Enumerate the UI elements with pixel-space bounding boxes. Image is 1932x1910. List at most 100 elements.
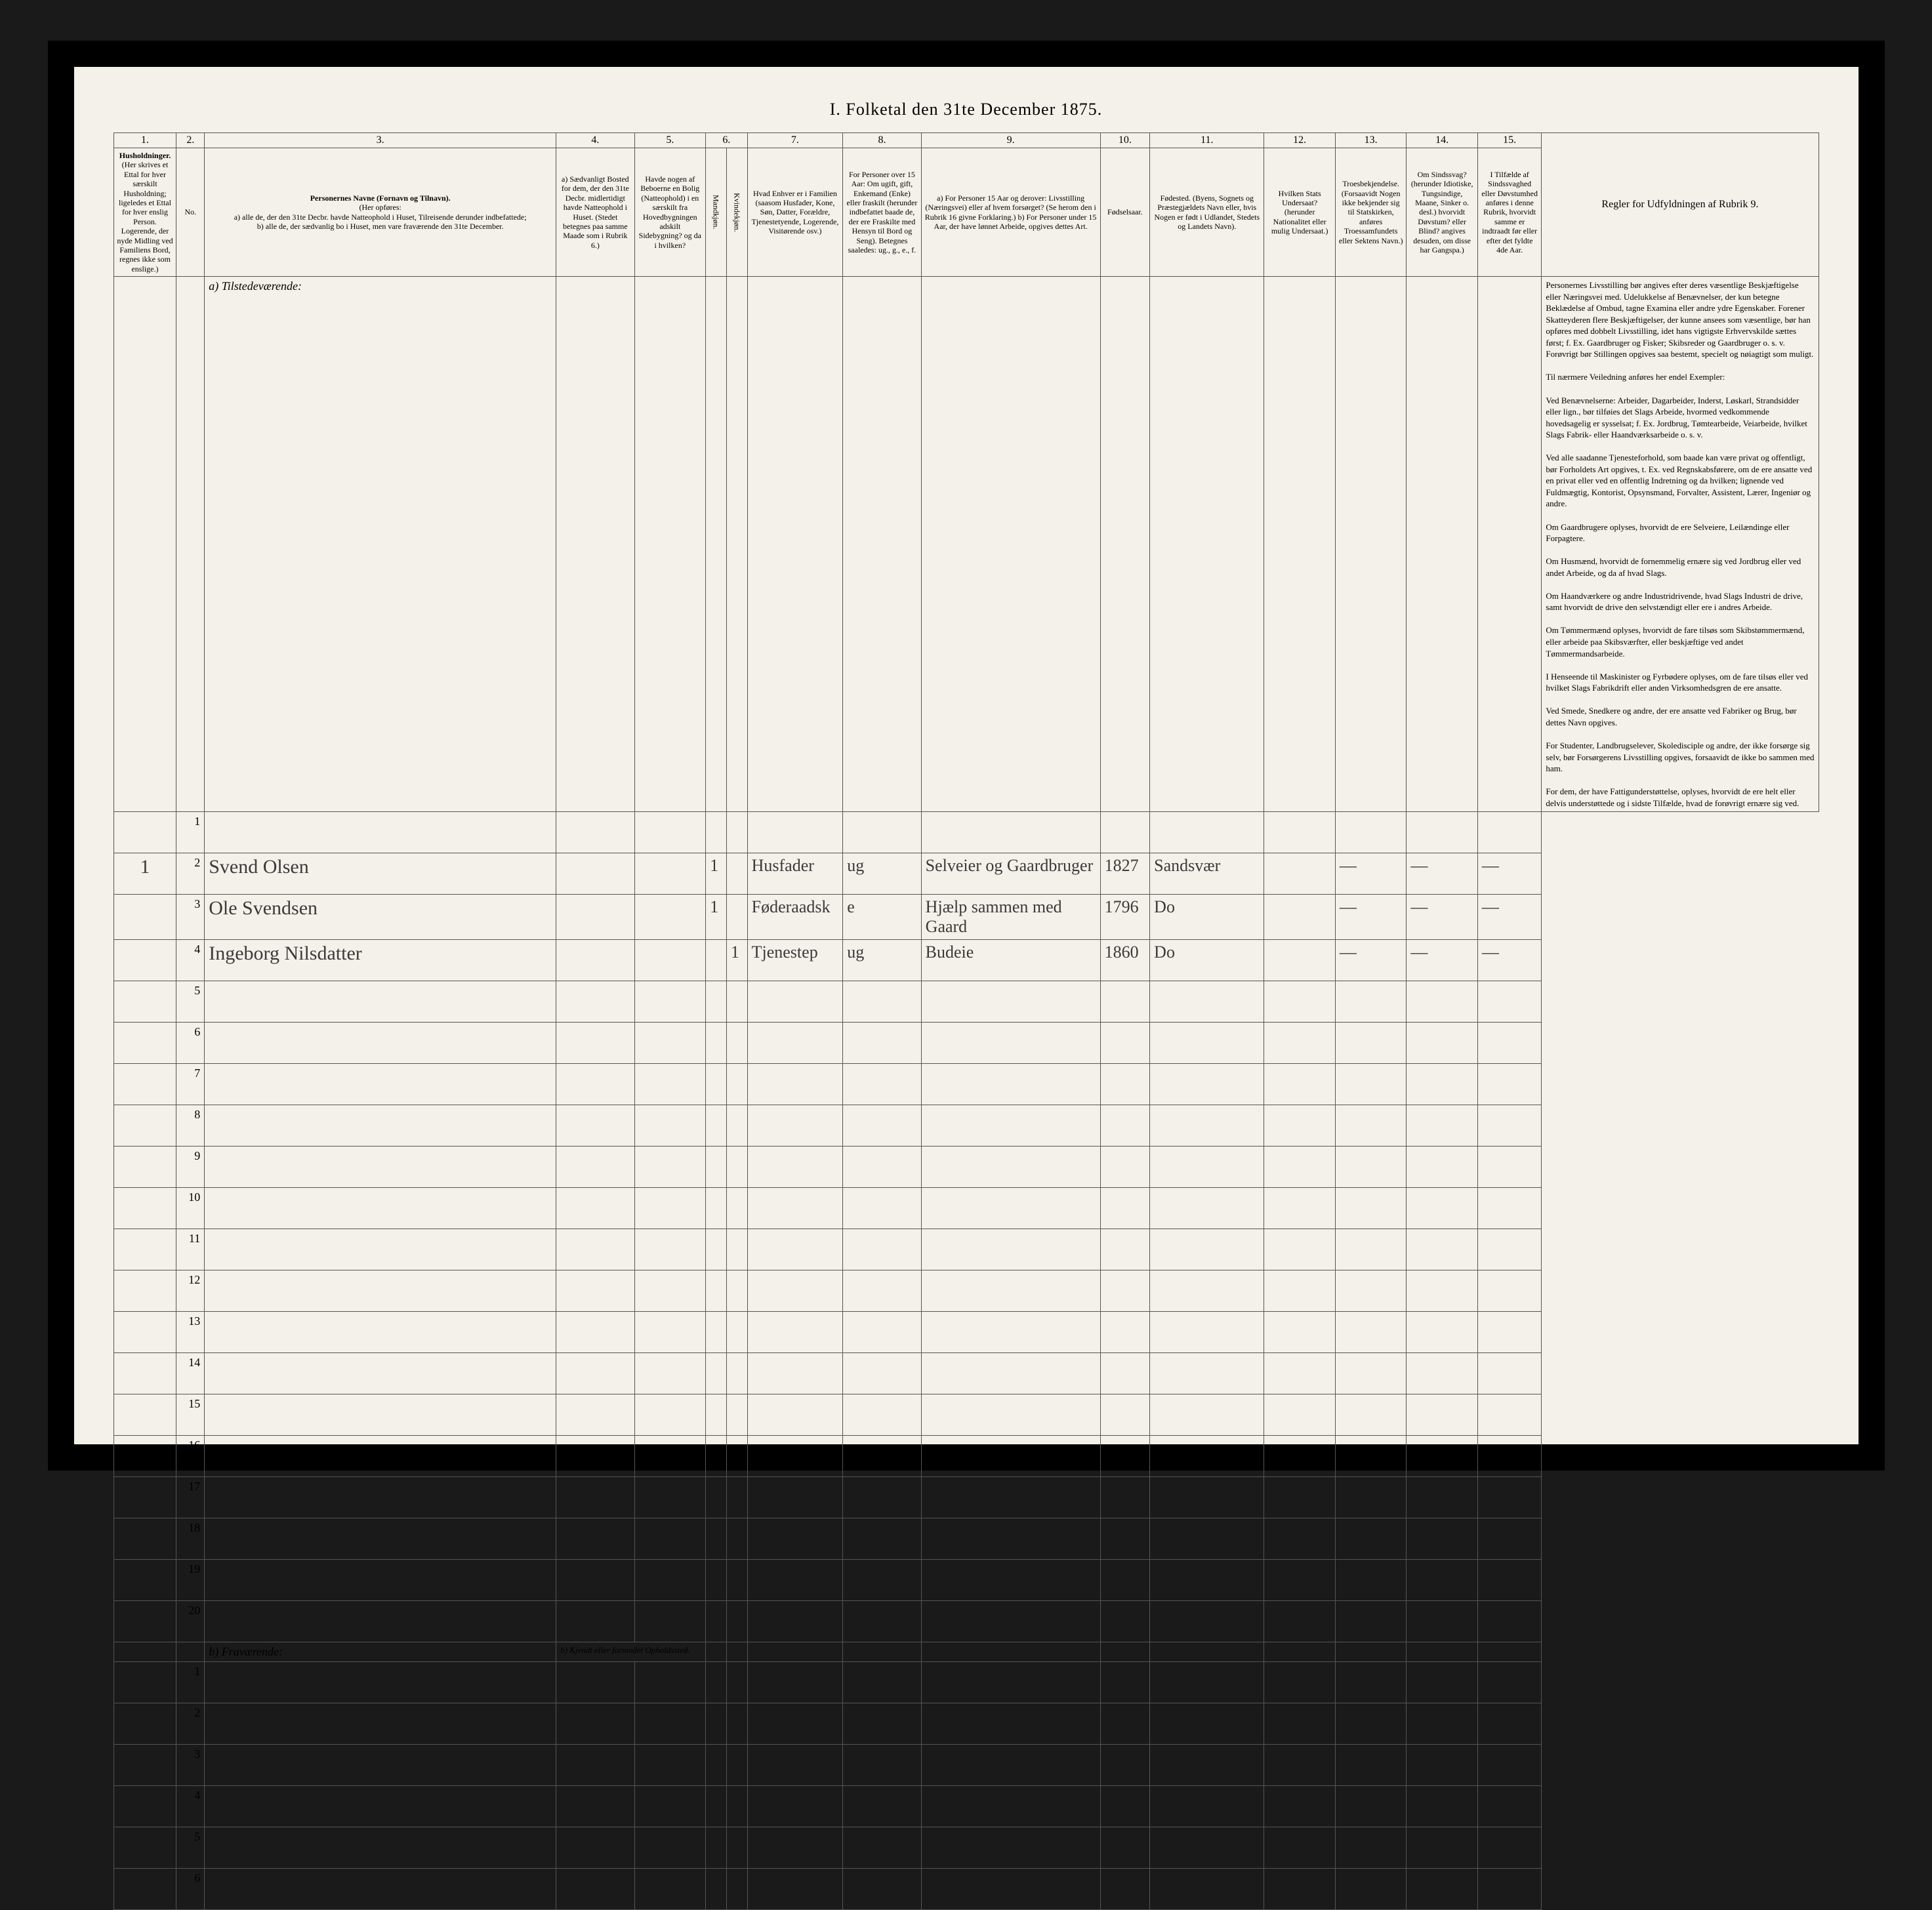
cell bbox=[1477, 1703, 1542, 1745]
cell bbox=[205, 1477, 556, 1518]
cell: — bbox=[1407, 853, 1477, 895]
cell bbox=[747, 1023, 843, 1064]
cell bbox=[921, 1188, 1100, 1229]
hdr-col10: Fødselsaar. bbox=[1100, 148, 1150, 277]
cell bbox=[205, 1601, 556, 1642]
cell bbox=[1150, 1745, 1264, 1786]
hdr-col6m: Mandkjøn. bbox=[706, 148, 727, 277]
cell bbox=[634, 1662, 705, 1703]
cell bbox=[205, 1394, 556, 1436]
cell bbox=[726, 1745, 747, 1786]
cell: Hjælp sammen med Gaard bbox=[921, 895, 1100, 940]
cell bbox=[726, 1436, 747, 1477]
cell bbox=[921, 1786, 1100, 1827]
cell bbox=[1100, 1601, 1150, 1642]
cell bbox=[1150, 981, 1264, 1023]
hdr-col3: Personernes Navne (Fornavn og Tilnavn). … bbox=[205, 148, 556, 277]
rules-body: Personernes Livsstilling bør angives eft… bbox=[1542, 277, 1819, 812]
cell: 14 bbox=[176, 1353, 205, 1394]
cell bbox=[1335, 812, 1406, 853]
cell bbox=[556, 895, 634, 940]
cell bbox=[706, 1312, 727, 1353]
cell bbox=[1100, 1105, 1150, 1147]
cell bbox=[1407, 1662, 1477, 1703]
table-row: 11 bbox=[113, 1229, 1819, 1270]
cell bbox=[747, 1869, 843, 1910]
cell: 4 bbox=[176, 940, 205, 981]
cell bbox=[747, 812, 843, 853]
cell bbox=[747, 1827, 843, 1869]
cell bbox=[747, 1436, 843, 1477]
cell bbox=[921, 1229, 1100, 1270]
cell bbox=[1335, 1064, 1406, 1105]
section-a-label: a) Tilstedeværende: bbox=[205, 277, 556, 812]
hdr-c3-b: b) alle de, der sædvanlig bo i Huset, me… bbox=[257, 222, 504, 231]
cell bbox=[205, 1869, 556, 1910]
cell bbox=[1264, 1786, 1335, 1827]
hdr-col13: Troesbekjendelse. (Forsaavidt Nogen ikke… bbox=[1335, 148, 1406, 277]
col-num-4: 4. bbox=[556, 133, 634, 148]
cell bbox=[634, 1703, 705, 1745]
cell bbox=[634, 1105, 705, 1147]
cell bbox=[113, 1270, 176, 1312]
cell bbox=[1407, 812, 1477, 853]
cell bbox=[634, 1147, 705, 1188]
cell bbox=[205, 1745, 556, 1786]
cell bbox=[1150, 1188, 1264, 1229]
table-row: 19 bbox=[113, 1560, 1819, 1601]
cell bbox=[843, 1560, 921, 1601]
cell: Sandsvær bbox=[1150, 853, 1264, 895]
cell bbox=[1264, 1745, 1335, 1786]
cell bbox=[726, 1270, 747, 1312]
cell: Føderaadsk bbox=[747, 895, 843, 940]
table-row: 20 bbox=[113, 1601, 1819, 1642]
cell bbox=[634, 940, 705, 981]
cell bbox=[1477, 812, 1542, 853]
cell bbox=[1407, 1105, 1477, 1147]
cell bbox=[726, 1662, 747, 1703]
cell bbox=[1264, 981, 1335, 1023]
cell: 10 bbox=[176, 1188, 205, 1229]
cell bbox=[706, 1436, 727, 1477]
cell bbox=[921, 1105, 1100, 1147]
cell bbox=[1100, 1477, 1150, 1518]
cell bbox=[1407, 1229, 1477, 1270]
cell: 3 bbox=[176, 895, 205, 940]
cell bbox=[1150, 1436, 1264, 1477]
cell bbox=[1477, 1105, 1542, 1147]
cell bbox=[1335, 1023, 1406, 1064]
cell bbox=[1100, 1394, 1150, 1436]
cell bbox=[1100, 1229, 1150, 1270]
cell bbox=[1407, 1436, 1477, 1477]
cell: 1827 bbox=[1100, 853, 1150, 895]
cell bbox=[556, 1147, 634, 1188]
cell bbox=[1407, 1023, 1477, 1064]
cell: 1 bbox=[113, 853, 176, 895]
cell bbox=[1477, 1827, 1542, 1869]
cell bbox=[1150, 1229, 1264, 1270]
cell bbox=[1335, 1312, 1406, 1353]
cell: 17 bbox=[176, 1477, 205, 1518]
cell bbox=[726, 1477, 747, 1518]
cell bbox=[1150, 1827, 1264, 1869]
cell bbox=[205, 1064, 556, 1105]
cell bbox=[634, 1353, 705, 1394]
cell bbox=[706, 1229, 727, 1270]
cell bbox=[205, 1353, 556, 1394]
cell bbox=[556, 1436, 634, 1477]
cell bbox=[1477, 1229, 1542, 1270]
cell bbox=[113, 1601, 176, 1642]
cell bbox=[634, 1477, 705, 1518]
cell bbox=[556, 1064, 634, 1105]
cell bbox=[1407, 1703, 1477, 1745]
cell bbox=[1407, 1353, 1477, 1394]
cell bbox=[1477, 1518, 1542, 1560]
cell bbox=[706, 1560, 727, 1601]
cell bbox=[921, 1518, 1100, 1560]
cell bbox=[1100, 812, 1150, 853]
cell bbox=[113, 1518, 176, 1560]
cell bbox=[205, 981, 556, 1023]
cell bbox=[1264, 1477, 1335, 1518]
cell bbox=[1100, 1188, 1150, 1229]
cell bbox=[556, 1188, 634, 1229]
